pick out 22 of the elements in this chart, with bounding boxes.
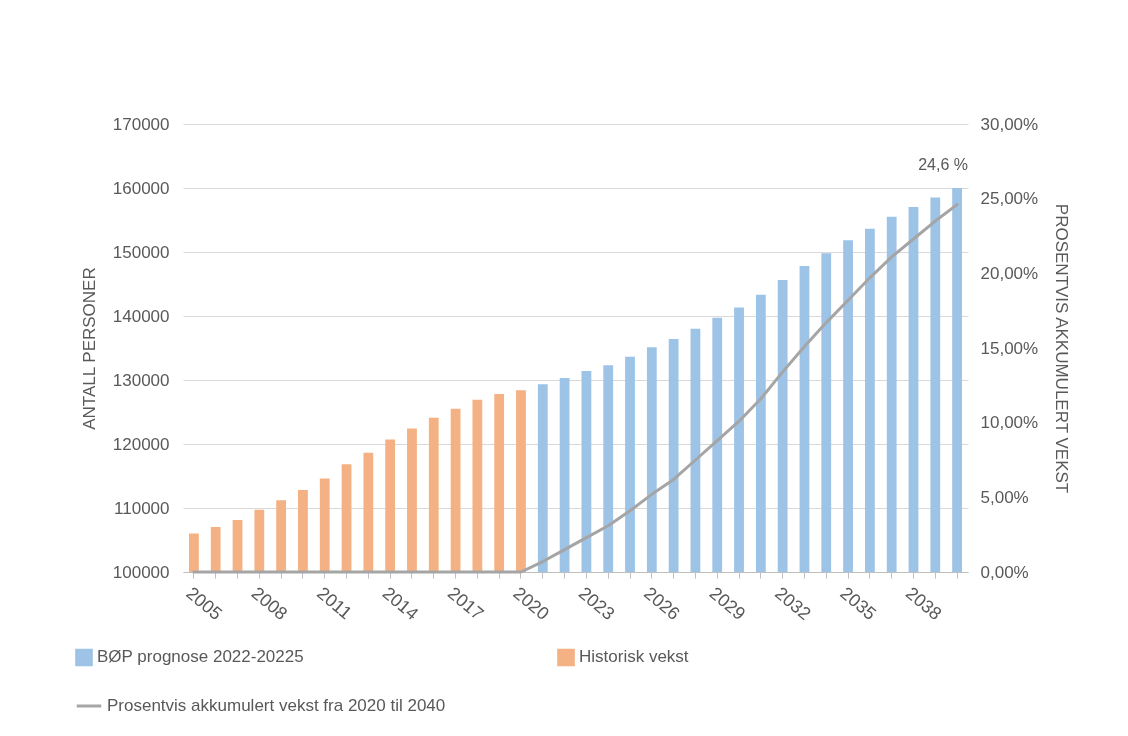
y2-tick-label: 10,00% <box>980 413 1039 433</box>
y-axis-title: ANTALL PERSONER <box>79 267 99 430</box>
y2-tick-label: 0,00% <box>980 562 1029 582</box>
y2-tick-label: 30,00% <box>980 114 1039 134</box>
data-label: 24,6 % <box>918 155 968 173</box>
line-series <box>192 203 959 574</box>
y-tick-label: 100000 <box>112 562 170 582</box>
y2-tick-label: 20,00% <box>980 263 1039 283</box>
y2-tick-label: 5,00% <box>980 487 1029 507</box>
y-tick-label: 110000 <box>114 498 170 518</box>
y-tick-label: 130000 <box>112 370 170 390</box>
legend-label: Historisk vekst <box>579 647 689 667</box>
y-tick-label: 140000 <box>112 306 170 326</box>
y2-tick-label: 15,00% <box>980 338 1039 358</box>
y-tick-label: 120000 <box>112 434 170 454</box>
legend-label: Prosentvis akkumulert vekst fra 2020 til 2040 <box>107 696 446 715</box>
legend-label: BØP prognose 2022-20225 <box>97 647 304 667</box>
y2-axis-title: PROSENTVIS AKKUMULERT VEKST <box>1052 203 1072 494</box>
y2-tick-label: 25,00% <box>980 189 1039 209</box>
y-tick-label: 160000 <box>112 178 170 198</box>
y-tick-label: 170000 <box>112 114 170 134</box>
y-tick-label: 150000 <box>112 242 170 262</box>
